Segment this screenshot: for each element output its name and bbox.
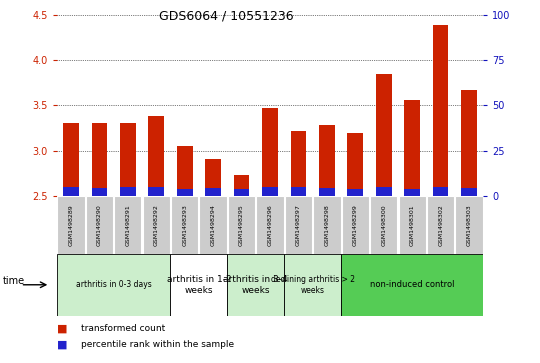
Bar <box>148 116 164 196</box>
Bar <box>177 189 192 196</box>
Text: GSM1498291: GSM1498291 <box>125 204 130 246</box>
Bar <box>291 187 306 196</box>
Text: GSM1498295: GSM1498295 <box>239 204 244 246</box>
Text: GSM1498292: GSM1498292 <box>154 204 159 246</box>
Bar <box>341 254 483 316</box>
Bar <box>376 187 392 196</box>
Text: arthritis in 1-2
weeks: arthritis in 1-2 weeks <box>166 275 231 295</box>
Text: ■: ■ <box>57 323 67 334</box>
Bar <box>63 187 79 196</box>
Bar <box>92 188 107 196</box>
Text: GDS6064 / 10551236: GDS6064 / 10551236 <box>159 9 294 22</box>
Bar <box>348 189 363 196</box>
Text: GSM1498296: GSM1498296 <box>267 204 273 246</box>
Text: GSM1498294: GSM1498294 <box>211 204 215 246</box>
Text: arthritis in 3-4
weeks: arthritis in 3-4 weeks <box>224 275 288 295</box>
Bar <box>427 196 454 254</box>
Bar <box>370 196 397 254</box>
Bar <box>205 188 221 196</box>
Bar <box>262 108 278 196</box>
Text: transformed count: transformed count <box>81 324 165 333</box>
Bar <box>171 196 198 254</box>
Text: GSM1498299: GSM1498299 <box>353 204 358 246</box>
Bar <box>114 196 141 254</box>
Text: percentile rank within the sample: percentile rank within the sample <box>81 340 234 349</box>
Bar <box>319 125 335 196</box>
Bar <box>285 196 312 254</box>
Bar <box>461 90 477 196</box>
Bar <box>342 196 369 254</box>
Bar <box>461 188 477 196</box>
Bar <box>262 187 278 196</box>
Bar <box>433 187 448 196</box>
Bar <box>228 196 255 254</box>
Text: time: time <box>3 276 25 286</box>
Bar <box>148 187 164 196</box>
Bar <box>120 122 136 196</box>
Text: GSM1498301: GSM1498301 <box>410 204 415 246</box>
Bar <box>313 196 341 254</box>
Bar <box>404 100 420 196</box>
Bar <box>376 74 392 196</box>
Bar <box>348 133 363 196</box>
Bar <box>205 159 221 196</box>
Text: ■: ■ <box>57 340 67 350</box>
Text: non-induced control: non-induced control <box>370 281 455 289</box>
Bar <box>399 196 426 254</box>
Bar <box>433 25 448 196</box>
Text: GSM1498290: GSM1498290 <box>97 204 102 246</box>
Bar <box>199 196 227 254</box>
Bar <box>234 189 249 196</box>
Bar <box>143 196 170 254</box>
Text: GSM1498293: GSM1498293 <box>182 204 187 246</box>
Text: GSM1498289: GSM1498289 <box>69 204 73 246</box>
Text: GSM1498303: GSM1498303 <box>467 204 471 246</box>
Text: GSM1498302: GSM1498302 <box>438 204 443 246</box>
Bar <box>92 122 107 196</box>
Text: arthritis in 0-3 days: arthritis in 0-3 days <box>76 281 151 289</box>
Bar <box>57 196 85 254</box>
Bar <box>234 175 249 196</box>
Bar <box>171 254 227 316</box>
Text: declining arthritis > 2
weeks: declining arthritis > 2 weeks <box>271 275 355 295</box>
Bar <box>227 254 284 316</box>
Bar <box>120 187 136 196</box>
Bar <box>319 188 335 196</box>
Bar <box>284 254 341 316</box>
Bar <box>404 189 420 196</box>
Bar <box>57 254 171 316</box>
Text: GSM1498297: GSM1498297 <box>296 204 301 246</box>
Bar <box>86 196 113 254</box>
Bar <box>291 131 306 196</box>
Bar <box>455 196 483 254</box>
Text: GSM1498300: GSM1498300 <box>381 204 386 246</box>
Text: GSM1498298: GSM1498298 <box>325 204 329 246</box>
Bar <box>63 122 79 196</box>
Bar <box>177 146 192 196</box>
Bar <box>256 196 284 254</box>
